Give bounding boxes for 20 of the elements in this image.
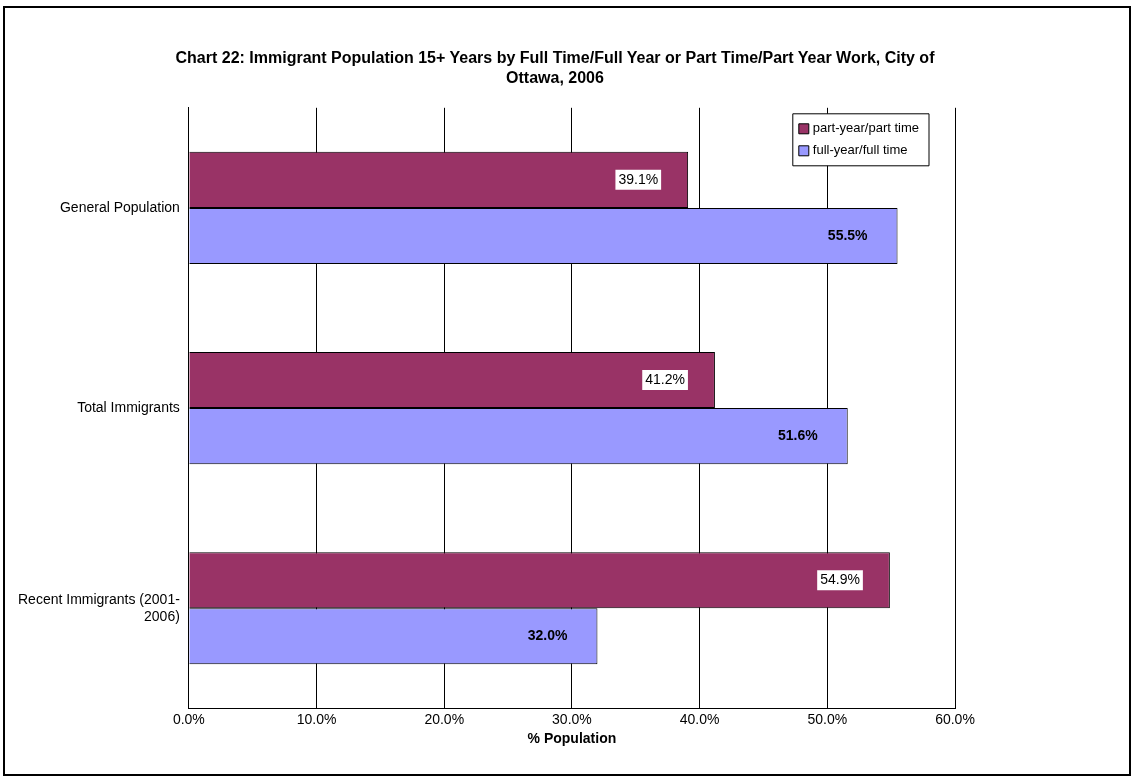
x-tick-label: 60.0% xyxy=(935,710,975,727)
legend-label: full-year/full time xyxy=(812,142,908,158)
x-axis-title: % Population xyxy=(527,730,617,747)
x-tick-label: 20.0% xyxy=(424,710,465,727)
data-label: 54.9% xyxy=(820,571,860,588)
data-label: 51.6% xyxy=(778,426,819,443)
legend-label: part-year/part time xyxy=(812,120,919,136)
y-tick-label: Total Immigrants xyxy=(77,398,180,415)
y-tick-label: Recent Immigrants (2001-2006) xyxy=(18,590,181,624)
data-label: 32.0% xyxy=(527,627,569,644)
x-tick-label: 30.0% xyxy=(552,710,592,727)
data-label: 41.2% xyxy=(645,370,685,387)
data-label: 39.1% xyxy=(618,170,659,187)
data-label: 55.5% xyxy=(827,226,869,243)
x-tick-label: 10.0% xyxy=(296,710,337,727)
chart-title: Chart 22: Immigrant Population 15+ Years by Full Time/Full Year or Part Time/Part Year Work, City of Ottawa, 2006 xyxy=(175,48,935,88)
x-tick-label: 0.0% xyxy=(172,710,205,727)
y-tick-label: General Population xyxy=(59,198,180,215)
x-tick-label: 40.0% xyxy=(679,710,720,727)
x-tick-label: 50.0% xyxy=(807,710,848,727)
